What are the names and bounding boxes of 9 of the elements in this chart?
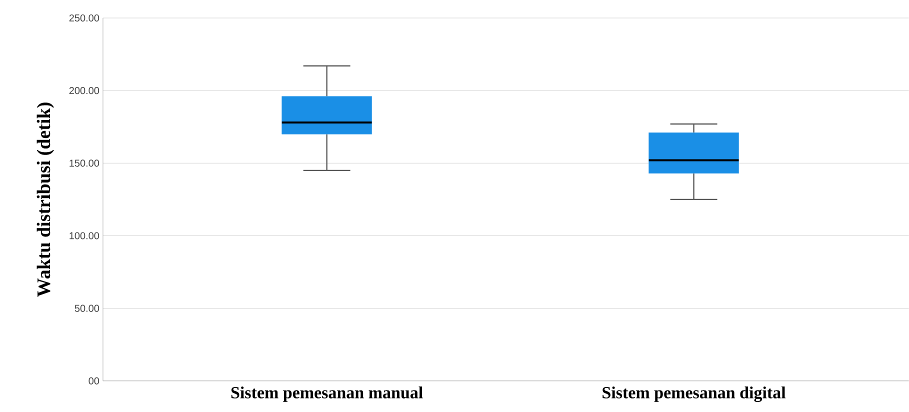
y-tick-label: 50.00 — [74, 304, 100, 312]
y-tick-label: 00 — [88, 377, 100, 384]
y-tick-label: 200.00 — [69, 87, 100, 94]
y-tick-label: 100.00 — [70, 232, 100, 240]
y-axis-title: Waktu distribusi (detik) — [36, 102, 54, 297]
x-tick-label: Sistem pemesanan digital — [602, 386, 786, 402]
x-tick-label: Sistem pemesanan manual — [231, 386, 423, 402]
y-tick-label: 150.00 — [70, 160, 100, 167]
y-tick-label: 250.00 — [69, 14, 100, 22]
